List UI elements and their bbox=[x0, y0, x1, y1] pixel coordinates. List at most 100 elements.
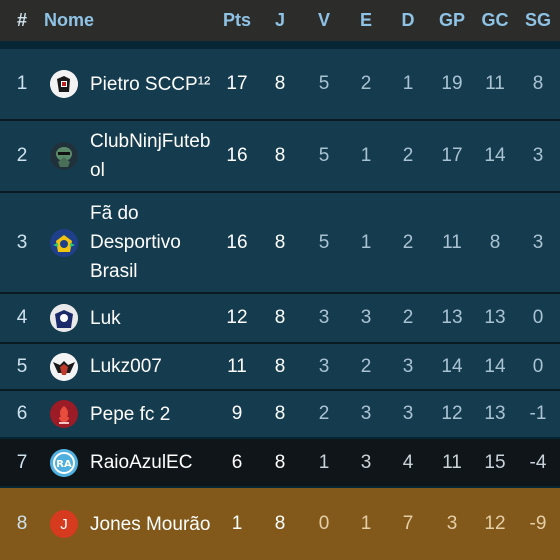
row-draws: 3 bbox=[360, 451, 372, 473]
lukz-badge-icon bbox=[50, 352, 78, 381]
row-goals-against: 13 bbox=[484, 307, 506, 328]
row-team-name: Pietro SCCP¹² bbox=[90, 73, 211, 95]
row-losses: 3 bbox=[402, 403, 414, 424]
table-row[interactable]: 3 Fã do Desportivo Brasil 16 8 5 1 2 11 … bbox=[0, 193, 560, 292]
row-goals-against: 11 bbox=[485, 73, 505, 94]
row-points: 16 bbox=[226, 231, 248, 253]
header-losses[interactable]: D bbox=[401, 10, 415, 30]
row-divider bbox=[0, 292, 560, 294]
header-name[interactable]: Nome bbox=[44, 10, 95, 30]
row-games: 8 bbox=[274, 403, 286, 424]
row-team-name: RaioAzulEC bbox=[90, 452, 193, 473]
row-draws: 1 bbox=[360, 145, 372, 166]
row-wins: 5 bbox=[318, 145, 330, 166]
row-draws: 1 bbox=[360, 513, 372, 534]
row-goals-for: 17 bbox=[441, 145, 463, 166]
row-draws: 3 bbox=[360, 403, 372, 424]
row-losses: 4 bbox=[402, 451, 414, 473]
row-losses: 2 bbox=[402, 307, 414, 328]
row-games: 8 bbox=[274, 145, 286, 166]
row-goals-against: 14 bbox=[484, 145, 506, 166]
row-goals-against: 15 bbox=[484, 451, 506, 473]
table-row[interactable]: 4 Luk 12 8 3 3 2 13 13 0 bbox=[0, 294, 560, 342]
row-losses: 7 bbox=[402, 513, 414, 534]
pietro-badge-icon bbox=[50, 70, 78, 98]
header-points[interactable]: Pts bbox=[222, 10, 251, 30]
row-wins: 2 bbox=[318, 403, 330, 424]
row-wins: 3 bbox=[318, 355, 330, 377]
table-row[interactable]: 6 Pepe fc 2 9 8 2 3 3 12 13 -1 bbox=[0, 391, 560, 437]
row-goal-difference: -4 bbox=[529, 451, 547, 473]
header-draws[interactable]: E bbox=[359, 10, 372, 30]
row-draws: 2 bbox=[360, 73, 372, 94]
row-goal-difference: 3 bbox=[532, 145, 544, 166]
row-draws: 1 bbox=[360, 231, 372, 253]
row-losses: 3 bbox=[402, 355, 414, 377]
row-goal-difference: 0 bbox=[532, 355, 544, 377]
row-position: 4 bbox=[16, 307, 28, 328]
row-wins: 5 bbox=[318, 231, 330, 253]
row-games: 8 bbox=[274, 231, 286, 253]
row-goals-for: 13 bbox=[441, 307, 463, 328]
row-position: 3 bbox=[16, 231, 28, 253]
row-goal-difference: -9 bbox=[529, 513, 547, 534]
row-losses: 1 bbox=[402, 73, 414, 94]
header-games[interactable]: J bbox=[274, 10, 285, 30]
header-goals-for[interactable]: GP bbox=[438, 10, 465, 30]
row-divider bbox=[0, 342, 560, 344]
row-goals-for: 11 bbox=[442, 231, 462, 253]
header-position[interactable]: # bbox=[16, 10, 27, 30]
row-position: 6 bbox=[16, 403, 28, 424]
row-wins: 3 bbox=[318, 307, 330, 328]
row-points: 17 bbox=[226, 73, 248, 94]
header-goals-against[interactable]: GC bbox=[481, 10, 509, 30]
row-team-name: Luk bbox=[90, 307, 121, 329]
row-goals-against: 13 bbox=[484, 403, 506, 424]
row-games: 8 bbox=[274, 451, 286, 473]
row-goals-against: 12 bbox=[484, 513, 506, 534]
row-position: 7 bbox=[16, 451, 28, 473]
row-position: 2 bbox=[16, 145, 28, 166]
row-losses: 2 bbox=[402, 145, 414, 166]
row-team-name: Pepe fc 2 bbox=[90, 403, 171, 425]
row-divider bbox=[0, 119, 560, 121]
pepe-badge-icon bbox=[50, 400, 78, 428]
row-points: 16 bbox=[226, 145, 248, 166]
row-goal-difference: 0 bbox=[532, 307, 544, 328]
svg-text:RA: RA bbox=[56, 459, 72, 470]
desportivo-badge-icon bbox=[50, 228, 78, 257]
row-wins: 1 bbox=[318, 451, 330, 473]
row-games: 8 bbox=[274, 307, 286, 328]
row-goal-difference: -1 bbox=[529, 403, 547, 424]
row-team-name: Jones Mourão bbox=[90, 513, 211, 535]
row-draws: 2 bbox=[360, 355, 372, 377]
row-team-name: Lukz007 bbox=[90, 356, 162, 377]
table-row[interactable]: 7 RA RaioAzulEC 6 8 1 3 4 11 15 -4 bbox=[0, 439, 560, 486]
ninja-badge-icon bbox=[50, 142, 78, 170]
table-row[interactable]: 1 Pietro SCCP¹² 17 8 5 2 1 19 11 8 bbox=[0, 49, 560, 119]
row-position: 5 bbox=[16, 355, 28, 377]
row-goal-difference: 8 bbox=[532, 73, 544, 94]
table-header: # Nome Pts J V E D GP GC SG bbox=[0, 0, 560, 41]
row-goals-against: 8 bbox=[489, 231, 501, 253]
row-losses: 2 bbox=[402, 231, 414, 253]
table-row[interactable]: 8 J Jones Mourão 1 8 0 1 7 3 12 -9 bbox=[0, 488, 560, 560]
row-games: 8 bbox=[274, 73, 286, 94]
row-points: 12 bbox=[226, 307, 248, 328]
row-position: 8 bbox=[16, 513, 28, 534]
luk-badge-icon bbox=[50, 304, 78, 332]
row-goals-for: 19 bbox=[441, 73, 463, 94]
row-draws: 3 bbox=[360, 307, 372, 328]
table-row[interactable]: 2 ClubNinjFutebol 16 8 5 1 2 17 14 3 bbox=[0, 121, 560, 191]
row-goal-difference: 3 bbox=[532, 231, 544, 253]
header-wins[interactable]: V bbox=[317, 10, 330, 30]
header-goal-difference[interactable]: SG bbox=[524, 10, 551, 30]
raio-azul-badge-icon: RA bbox=[50, 448, 78, 477]
row-position: 1 bbox=[16, 73, 28, 94]
table-row[interactable]: 5 Lukz007 11 8 3 2 3 14 14 0 bbox=[0, 344, 560, 389]
jones-badge-letter: J bbox=[60, 515, 68, 533]
row-team-name: ClubNinjFutebol bbox=[90, 131, 211, 181]
row-divider bbox=[0, 389, 560, 391]
row-wins: 5 bbox=[318, 73, 330, 94]
